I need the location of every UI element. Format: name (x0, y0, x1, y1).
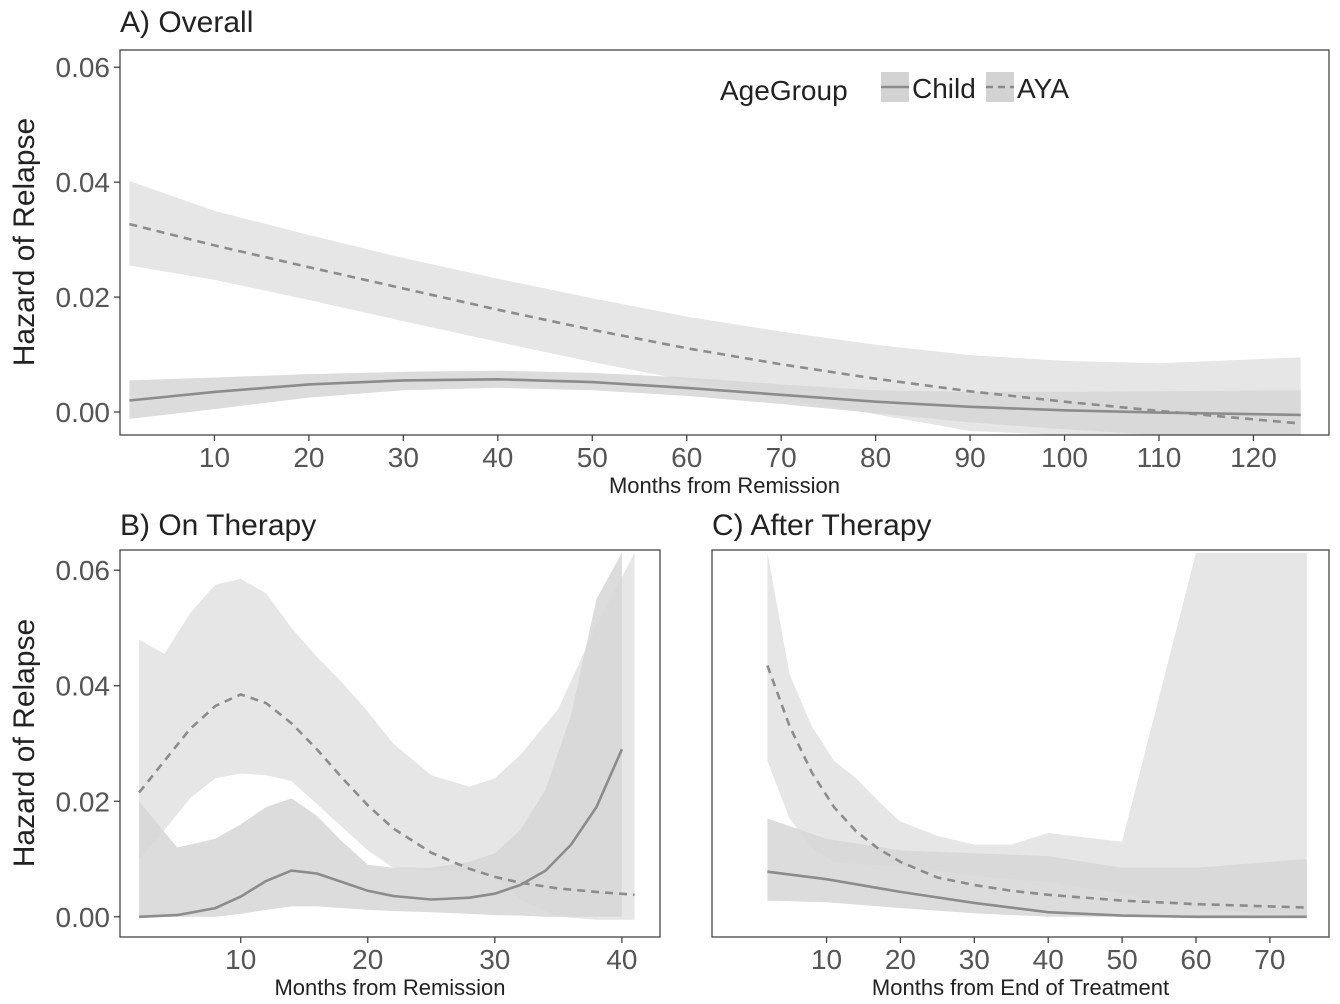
panel-c-x-tick-label: 60 (1180, 944, 1211, 975)
panel-a-x-tick-label: 40 (482, 442, 513, 473)
panel-c-x-tick-label: 40 (1033, 944, 1064, 975)
panel-a-y-tick-label: 0.04 (56, 167, 111, 198)
panel-a-x-tick-label: 80 (860, 442, 891, 473)
panel-c-line-child (767, 870, 1307, 919)
panel-a-x-axis-label: Months from Remission (609, 473, 840, 498)
panel-c-x-axis-label: Months from End of Treatment (872, 975, 1169, 1000)
panel-a-title: A) Overall (120, 6, 253, 39)
chart-labels: 10 20 30 40 50 60 70 80 90 100 110 120 0.00 0.02 0.04 0… (8, 6, 1285, 1000)
legend-label-aya: AYA (1017, 73, 1069, 104)
panel-a-x-tick-label: 110 (1137, 442, 1182, 473)
panel-a-x-tick-label: 70 (766, 442, 797, 473)
panel-b-y-tick-label: 0.04 (56, 671, 111, 702)
panel-a-x-tick-label: 120 (1230, 442, 1277, 473)
panel-c-band-aya (767, 552, 1307, 917)
series-lines (129, 222, 1307, 919)
panel-a-line-aya (129, 222, 1301, 425)
panel-a-x-tick-label: 50 (577, 442, 608, 473)
panel-a-x-tick-label: 60 (671, 442, 702, 473)
panel-b-x-tick-label: 30 (479, 944, 510, 975)
panel-frames (114, 49, 1330, 943)
legend: AgeGroup Child AYA (720, 72, 1069, 106)
panel-a-x-tick-label: 100 (1041, 442, 1088, 473)
panel-b-frame (119, 549, 661, 938)
panel-a-y-tick-label: 0.00 (56, 397, 111, 428)
panel-a-y-tick-label: 0.02 (56, 282, 111, 313)
panel-b-x-tick-label: 40 (606, 944, 637, 975)
panel-b-y-tick-label: 0.02 (56, 786, 111, 817)
panel-b-y-axis-label: Hazard of Relapse (8, 619, 41, 867)
legend-label-child: Child (912, 73, 976, 104)
panel-b-x-axis-label: Months from Remission (274, 975, 505, 1000)
panel-a-y-axis-label: Hazard of Relapse (8, 118, 41, 366)
panel-b-band-aya (139, 552, 635, 920)
panel-b-line-aya (138, 693, 635, 897)
panel-a-line-child (129, 377, 1301, 417)
panel-a-x-tick-label: 30 (388, 442, 419, 473)
panel-c-x-tick-label: 70 (1254, 944, 1285, 975)
panel-b-title: B) On Therapy (120, 509, 316, 542)
panel-b-y-tick-label: 0.06 (56, 555, 111, 586)
confidence-bands (129, 181, 1307, 920)
panel-c-x-tick-label: 50 (1107, 944, 1138, 975)
panel-a-x-tick-label: 90 (955, 442, 986, 473)
legend-title: AgeGroup (720, 75, 848, 106)
panel-a-frame (119, 49, 1330, 436)
panel-c-x-tick-label: 20 (885, 944, 916, 975)
panel-b-x-tick-label: 20 (352, 944, 383, 975)
panel-b-line-child (139, 748, 624, 919)
panel-b-x-tick-label: 10 (225, 944, 256, 975)
panel-a-x-tick-label: 20 (293, 442, 324, 473)
panel-c-line-aya (766, 665, 1307, 909)
panel-a-band-aya (129, 181, 1301, 435)
panel-a-y-tick-label: 0.06 (56, 52, 111, 83)
panel-b-band-child (139, 552, 622, 917)
panel-c-title: C) After Therapy (712, 509, 932, 542)
panel-c-x-tick-label: 30 (959, 944, 990, 975)
panel-a-x-tick-label: 10 (199, 442, 230, 473)
panel-b-y-tick-label: 0.00 (56, 902, 111, 933)
panel-c-frame (711, 549, 1330, 938)
panel-c-x-tick-label: 10 (811, 944, 842, 975)
